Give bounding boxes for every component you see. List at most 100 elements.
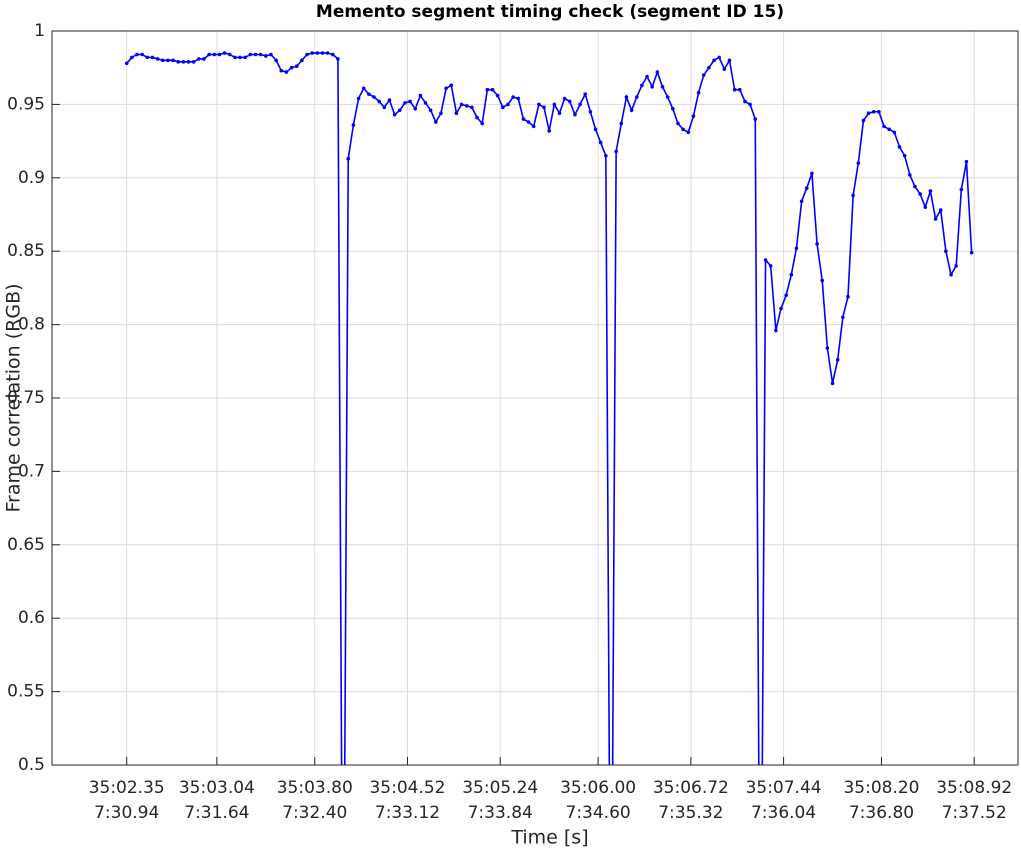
data-point xyxy=(810,171,814,176)
x-tick-label: 35:08.92 xyxy=(936,778,1012,798)
data-point xyxy=(387,98,392,102)
data-point xyxy=(274,58,278,63)
data-point xyxy=(130,55,134,60)
data-point xyxy=(336,57,340,61)
data-point xyxy=(330,52,335,57)
data-point xyxy=(671,107,675,111)
data-point xyxy=(944,249,948,253)
data-point xyxy=(542,105,546,110)
data-point xyxy=(367,92,371,96)
data-point xyxy=(861,118,866,123)
data-point xyxy=(604,153,608,158)
data-point xyxy=(176,60,181,64)
data-point xyxy=(681,127,685,132)
data-point xyxy=(629,108,634,113)
data-point xyxy=(377,99,381,104)
data-point xyxy=(403,101,407,105)
data-point xyxy=(238,55,242,60)
data-point xyxy=(264,54,268,58)
data-point xyxy=(526,120,531,124)
data-point xyxy=(846,294,850,299)
data-point xyxy=(150,55,155,60)
data-point xyxy=(784,293,788,298)
data-point xyxy=(253,52,258,57)
data-point xyxy=(155,57,160,61)
data-point xyxy=(748,102,752,107)
data-point xyxy=(140,52,144,57)
data-point xyxy=(753,117,758,121)
y-tick-label: 0.5 xyxy=(18,755,45,775)
data-point xyxy=(454,111,459,116)
y-axis-label: Frame correlation (RGB) xyxy=(3,283,25,512)
data-point xyxy=(825,346,830,350)
data-point xyxy=(428,108,433,113)
x-tick-label: 35:08.20 xyxy=(843,778,919,798)
data-point xyxy=(567,99,572,104)
data-point xyxy=(933,217,938,221)
data-point xyxy=(325,51,330,55)
data-point xyxy=(423,101,428,105)
x-tick-label: 7:35.32 xyxy=(658,803,723,823)
data-point xyxy=(707,65,711,70)
data-point xyxy=(315,51,320,55)
data-point xyxy=(501,105,505,110)
data-point xyxy=(464,104,469,108)
data-point xyxy=(640,83,644,88)
data-point xyxy=(537,102,541,107)
x-tick-label: 35:03.04 xyxy=(179,778,255,798)
data-point xyxy=(722,67,727,71)
x-tick-label: 35:05.24 xyxy=(462,778,538,798)
x-tick-label: 7:33.84 xyxy=(468,803,533,823)
data-point xyxy=(959,187,964,192)
data-point xyxy=(908,173,912,177)
x-tick-label: 35:03.80 xyxy=(277,778,353,798)
data-point xyxy=(186,60,191,64)
data-point xyxy=(969,250,974,255)
data-point xyxy=(459,102,464,107)
data-point xyxy=(197,57,201,61)
data-point xyxy=(923,205,928,209)
data-point xyxy=(619,121,624,126)
data-point xyxy=(892,130,897,135)
data-point xyxy=(768,264,773,268)
data-point xyxy=(547,129,551,133)
data-point xyxy=(521,117,526,121)
data-point xyxy=(665,95,670,99)
x-tick-label: 35:04.52 xyxy=(369,778,445,798)
x-tick-label: 35:06.72 xyxy=(653,778,729,798)
data-point xyxy=(964,159,969,164)
data-point xyxy=(727,58,732,63)
data-point xyxy=(856,161,861,165)
data-point xyxy=(557,111,562,116)
data-point xyxy=(866,111,871,116)
y-tick-label: 0.65 xyxy=(7,535,45,555)
data-point xyxy=(799,199,804,204)
data-point xyxy=(794,246,799,251)
data-point xyxy=(413,107,418,111)
data-point xyxy=(877,109,881,114)
data-point xyxy=(490,87,495,92)
data-point xyxy=(552,102,557,107)
data-point xyxy=(449,83,454,88)
y-tick-label: 0.55 xyxy=(7,682,45,702)
data-point xyxy=(650,84,655,89)
data-point xyxy=(938,208,943,212)
data-point xyxy=(506,102,510,107)
y-tick-label: 0.75 xyxy=(7,388,45,408)
data-point xyxy=(531,124,536,129)
data-point xyxy=(779,306,783,311)
x-tick-label: 7:37.52 xyxy=(942,803,1007,823)
x-tick-label: 7:33.12 xyxy=(375,803,440,823)
data-point xyxy=(485,87,490,92)
y-tick-label: 0.95 xyxy=(7,94,45,114)
data-point xyxy=(573,112,577,117)
data-point xyxy=(851,193,855,198)
data-point xyxy=(882,124,886,129)
data-point xyxy=(320,51,325,55)
data-point xyxy=(676,121,680,126)
x-tick-label: 7:34.60 xyxy=(566,803,631,823)
chart-title: Memento segment timing check (segment ID… xyxy=(316,2,784,22)
y-tick-label: 0.7 xyxy=(18,461,45,481)
